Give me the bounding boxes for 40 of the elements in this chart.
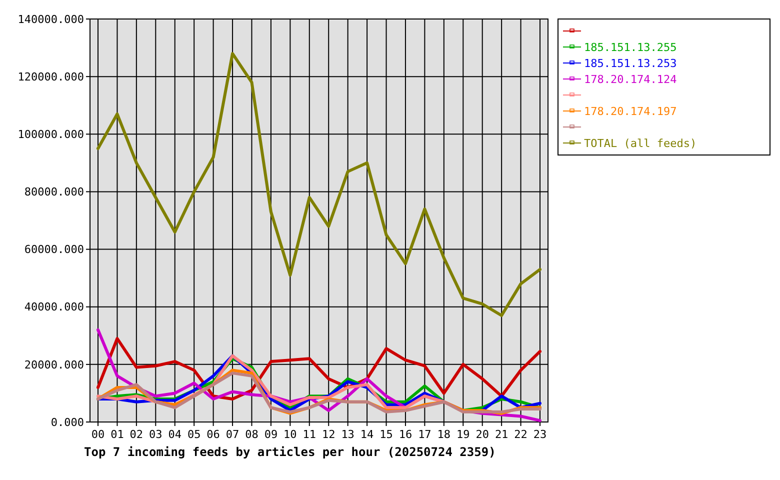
x-tick-label: 06 [206,428,220,441]
y-tick-label: 120000.000 [18,70,84,84]
x-tick-label: 02 [130,428,144,441]
x-tick-label: 15 [380,428,393,441]
x-tick-label: 09 [264,428,278,441]
y-tick-label: 60000.000 [24,243,84,256]
y-tick-label: 100000.000 [18,128,84,141]
y-tick-label: 80000.000 [24,186,84,199]
y-tick-label: 0.000 [50,416,84,429]
x-tick-label: 10 [284,428,297,441]
x-tick-label: 13 [341,428,354,441]
x-tick-label: 16 [398,428,412,441]
x-tick-label: 23 [533,428,547,441]
x-tick-label: 21 [494,428,508,441]
x-tick-label: 12 [322,428,336,441]
x-tick-label: 22 [514,428,528,441]
x-tick-label: 03 [149,428,162,441]
y-tick-label: 40000.000 [24,300,84,314]
y-tick-label: 20000.000 [24,358,84,372]
x-tick-label: 04 [168,428,182,441]
x-tick-label: 08 [245,428,258,441]
line-series [96,52,542,317]
legend-label: 178.20.174.197 [584,104,677,118]
line-series [96,337,542,400]
x-tick-label: 00 [91,428,105,441]
x-tick-label: 01 [110,428,124,441]
x-tick-label: 17 [418,428,432,441]
x-tick-label: 14 [360,428,374,441]
legend-label: 185.151.13.255 [584,40,677,54]
x-tick-label: 19 [456,428,470,441]
legend-label: TOTAL (all feeds) [584,136,697,150]
x-tick-label: 05 [187,428,201,441]
text: Top 7 incoming feeds by articles per hour (20250724 2359) [84,445,496,459]
legend-label: 185.151.13.253 [584,56,677,70]
x-tick-label: 18 [437,428,451,441]
y-tick-label: 140000.000 [18,12,84,26]
x-tick-label: 07 [226,428,240,441]
x-tick-label: 11 [302,428,316,441]
legend-label: 178.20.174.124 [584,72,678,86]
x-tick-label: 20 [476,428,489,441]
